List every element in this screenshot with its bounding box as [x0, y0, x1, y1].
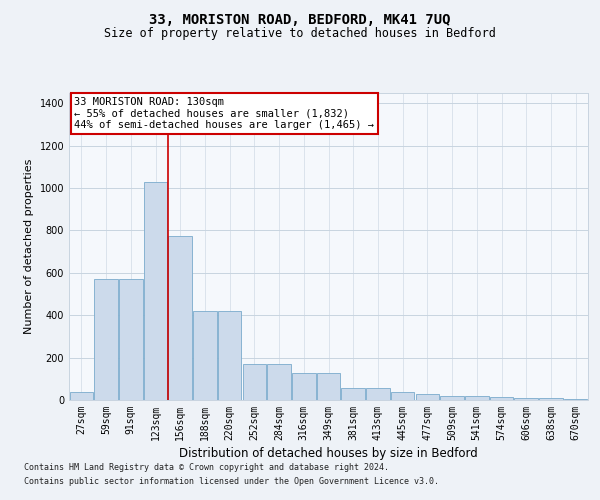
Bar: [94, 279, 118, 400]
Bar: [514, 398, 538, 400]
Bar: [391, 392, 415, 400]
Bar: [169, 236, 192, 400]
Y-axis label: Number of detached properties: Number of detached properties: [24, 158, 34, 334]
Bar: [490, 398, 513, 400]
Text: Contains HM Land Registry data © Crown copyright and database right 2024.: Contains HM Land Registry data © Crown c…: [24, 464, 389, 472]
Text: Contains public sector information licensed under the Open Government Licence v3: Contains public sector information licen…: [24, 477, 439, 486]
Bar: [341, 388, 365, 400]
Bar: [242, 364, 266, 400]
Bar: [317, 374, 340, 400]
Bar: [119, 279, 143, 400]
Text: Size of property relative to detached houses in Bedford: Size of property relative to detached ho…: [104, 28, 496, 40]
Text: 33 MORISTON ROAD: 130sqm
← 55% of detached houses are smaller (1,832)
44% of sem: 33 MORISTON ROAD: 130sqm ← 55% of detach…: [74, 97, 374, 130]
Bar: [193, 311, 217, 400]
Bar: [268, 364, 291, 400]
Bar: [144, 182, 167, 400]
Bar: [70, 392, 93, 400]
Bar: [465, 396, 488, 400]
Bar: [440, 396, 464, 400]
Bar: [416, 394, 439, 400]
Bar: [218, 311, 241, 400]
Text: 33, MORISTON ROAD, BEDFORD, MK41 7UQ: 33, MORISTON ROAD, BEDFORD, MK41 7UQ: [149, 12, 451, 26]
Bar: [564, 399, 587, 400]
Bar: [366, 388, 389, 400]
Bar: [292, 374, 316, 400]
Bar: [539, 398, 563, 400]
X-axis label: Distribution of detached houses by size in Bedford: Distribution of detached houses by size …: [179, 447, 478, 460]
